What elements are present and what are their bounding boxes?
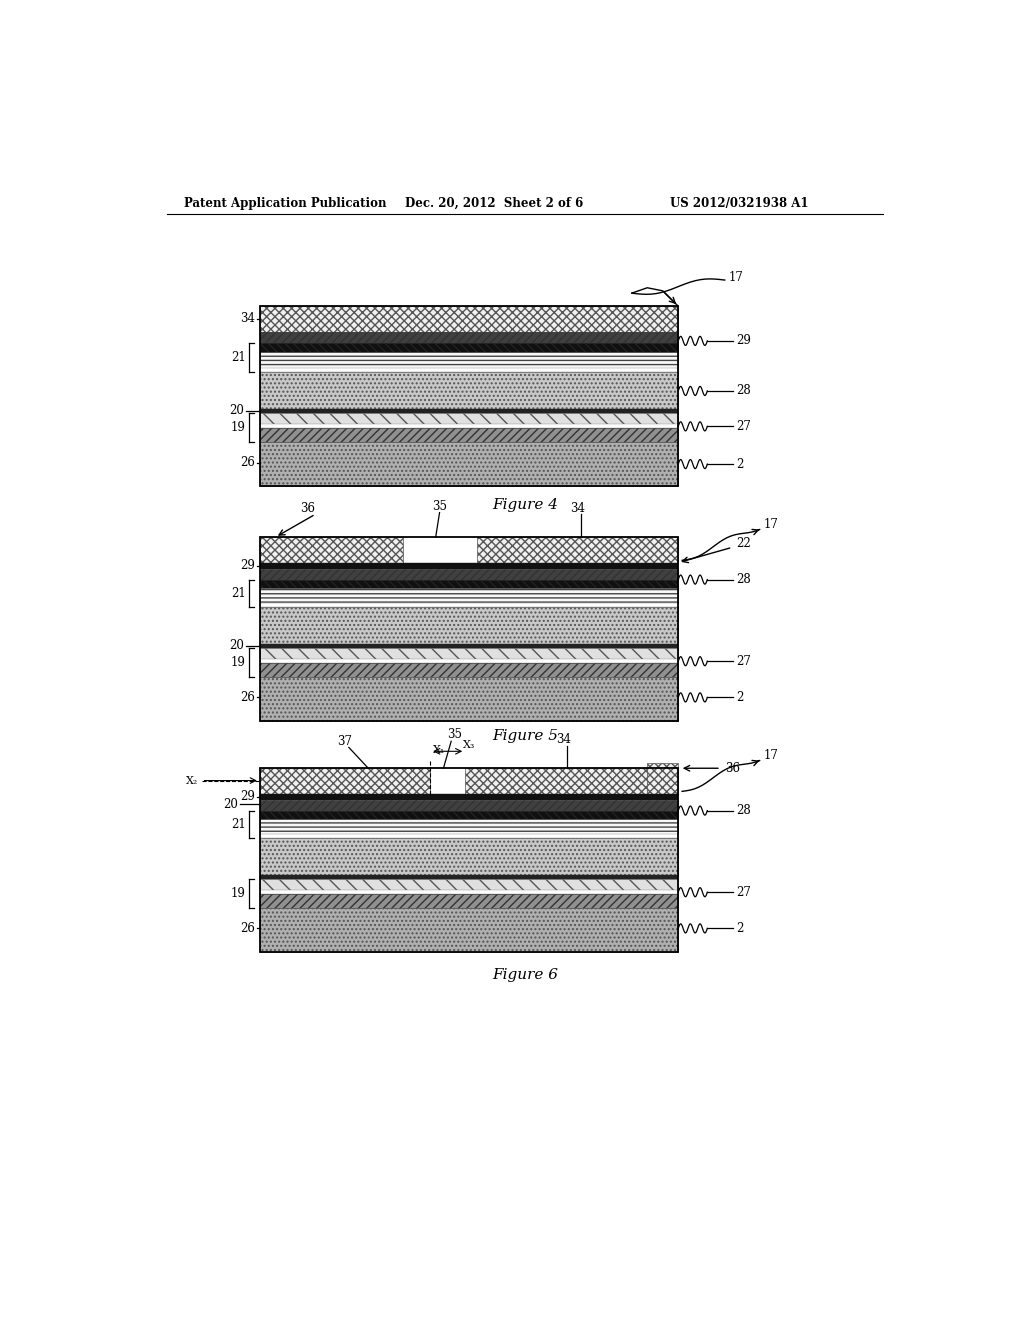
Text: 22: 22 — [736, 537, 752, 550]
Bar — [260, 537, 403, 562]
Bar — [260, 663, 678, 677]
Bar — [260, 603, 678, 607]
Text: 26: 26 — [241, 455, 255, 469]
Text: 20: 20 — [229, 639, 245, 652]
Text: 27: 27 — [736, 655, 752, 668]
Bar — [260, 331, 678, 343]
Text: 21: 21 — [231, 587, 246, 601]
Bar — [260, 589, 678, 603]
Text: X₂: X₂ — [186, 776, 199, 785]
Text: 2: 2 — [736, 458, 743, 471]
Text: 29: 29 — [241, 560, 255, 573]
Bar — [260, 413, 678, 424]
Text: 34: 34 — [556, 733, 571, 746]
Bar — [260, 428, 678, 442]
Bar — [260, 368, 678, 372]
Bar — [260, 793, 678, 800]
Text: 29: 29 — [241, 791, 255, 804]
Text: 34: 34 — [570, 502, 585, 515]
Bar — [260, 409, 678, 413]
Bar — [260, 607, 678, 644]
Bar — [260, 424, 678, 428]
Text: Figure 4: Figure 4 — [492, 498, 558, 512]
Bar — [260, 834, 678, 838]
Text: 28: 28 — [736, 573, 752, 586]
Text: 20: 20 — [223, 797, 238, 810]
Text: 28: 28 — [736, 384, 752, 397]
Text: 21: 21 — [231, 351, 246, 364]
Text: X₃: X₃ — [463, 741, 475, 750]
Bar — [260, 306, 678, 487]
Text: 29: 29 — [736, 334, 752, 347]
Bar — [260, 894, 678, 908]
Bar — [260, 659, 678, 663]
Text: Patent Application Publication: Patent Application Publication — [183, 197, 386, 210]
Text: 21: 21 — [231, 818, 246, 832]
Bar — [260, 537, 678, 721]
Text: 36: 36 — [300, 502, 315, 515]
Bar — [477, 537, 678, 562]
Text: 37: 37 — [338, 735, 352, 748]
Text: 26: 26 — [241, 921, 255, 935]
Bar — [260, 352, 678, 368]
Text: Figure 6: Figure 6 — [492, 968, 558, 982]
Text: 34: 34 — [240, 312, 255, 325]
Text: 2: 2 — [736, 921, 743, 935]
Text: 27: 27 — [736, 886, 752, 899]
Bar — [260, 768, 430, 793]
Text: 36: 36 — [725, 762, 739, 775]
Text: Figure 5: Figure 5 — [492, 729, 558, 743]
Text: 19: 19 — [231, 421, 246, 434]
Bar — [260, 648, 678, 659]
Bar — [260, 890, 678, 894]
Bar — [260, 372, 678, 409]
Text: 28: 28 — [736, 804, 752, 817]
Text: 20: 20 — [229, 404, 245, 417]
Bar — [260, 810, 678, 818]
Bar — [260, 818, 678, 834]
Bar — [647, 763, 678, 793]
Bar — [260, 908, 678, 952]
Bar — [260, 800, 678, 810]
Bar — [260, 569, 678, 579]
Bar — [260, 579, 678, 589]
Bar — [465, 768, 647, 793]
Text: 17: 17 — [764, 517, 778, 531]
Text: 19: 19 — [231, 656, 246, 669]
Bar — [260, 306, 678, 331]
Text: 2: 2 — [736, 690, 743, 704]
Text: 26: 26 — [241, 690, 255, 704]
Text: 35: 35 — [432, 500, 447, 513]
Bar — [260, 644, 678, 648]
Text: 17: 17 — [764, 748, 778, 762]
Bar — [260, 677, 678, 721]
Bar — [260, 442, 678, 487]
Text: 35: 35 — [447, 727, 463, 741]
Bar — [260, 562, 678, 569]
Text: US 2012/0321938 A1: US 2012/0321938 A1 — [671, 197, 809, 210]
Bar — [260, 768, 678, 952]
Bar — [260, 838, 678, 875]
Text: 19: 19 — [231, 887, 246, 900]
Text: 17: 17 — [729, 271, 743, 284]
Bar — [260, 343, 678, 352]
Text: X₁: X₁ — [433, 744, 445, 755]
Bar — [260, 879, 678, 890]
Text: 27: 27 — [736, 420, 752, 433]
Bar — [260, 875, 678, 879]
Text: Dec. 20, 2012  Sheet 2 of 6: Dec. 20, 2012 Sheet 2 of 6 — [406, 197, 584, 210]
